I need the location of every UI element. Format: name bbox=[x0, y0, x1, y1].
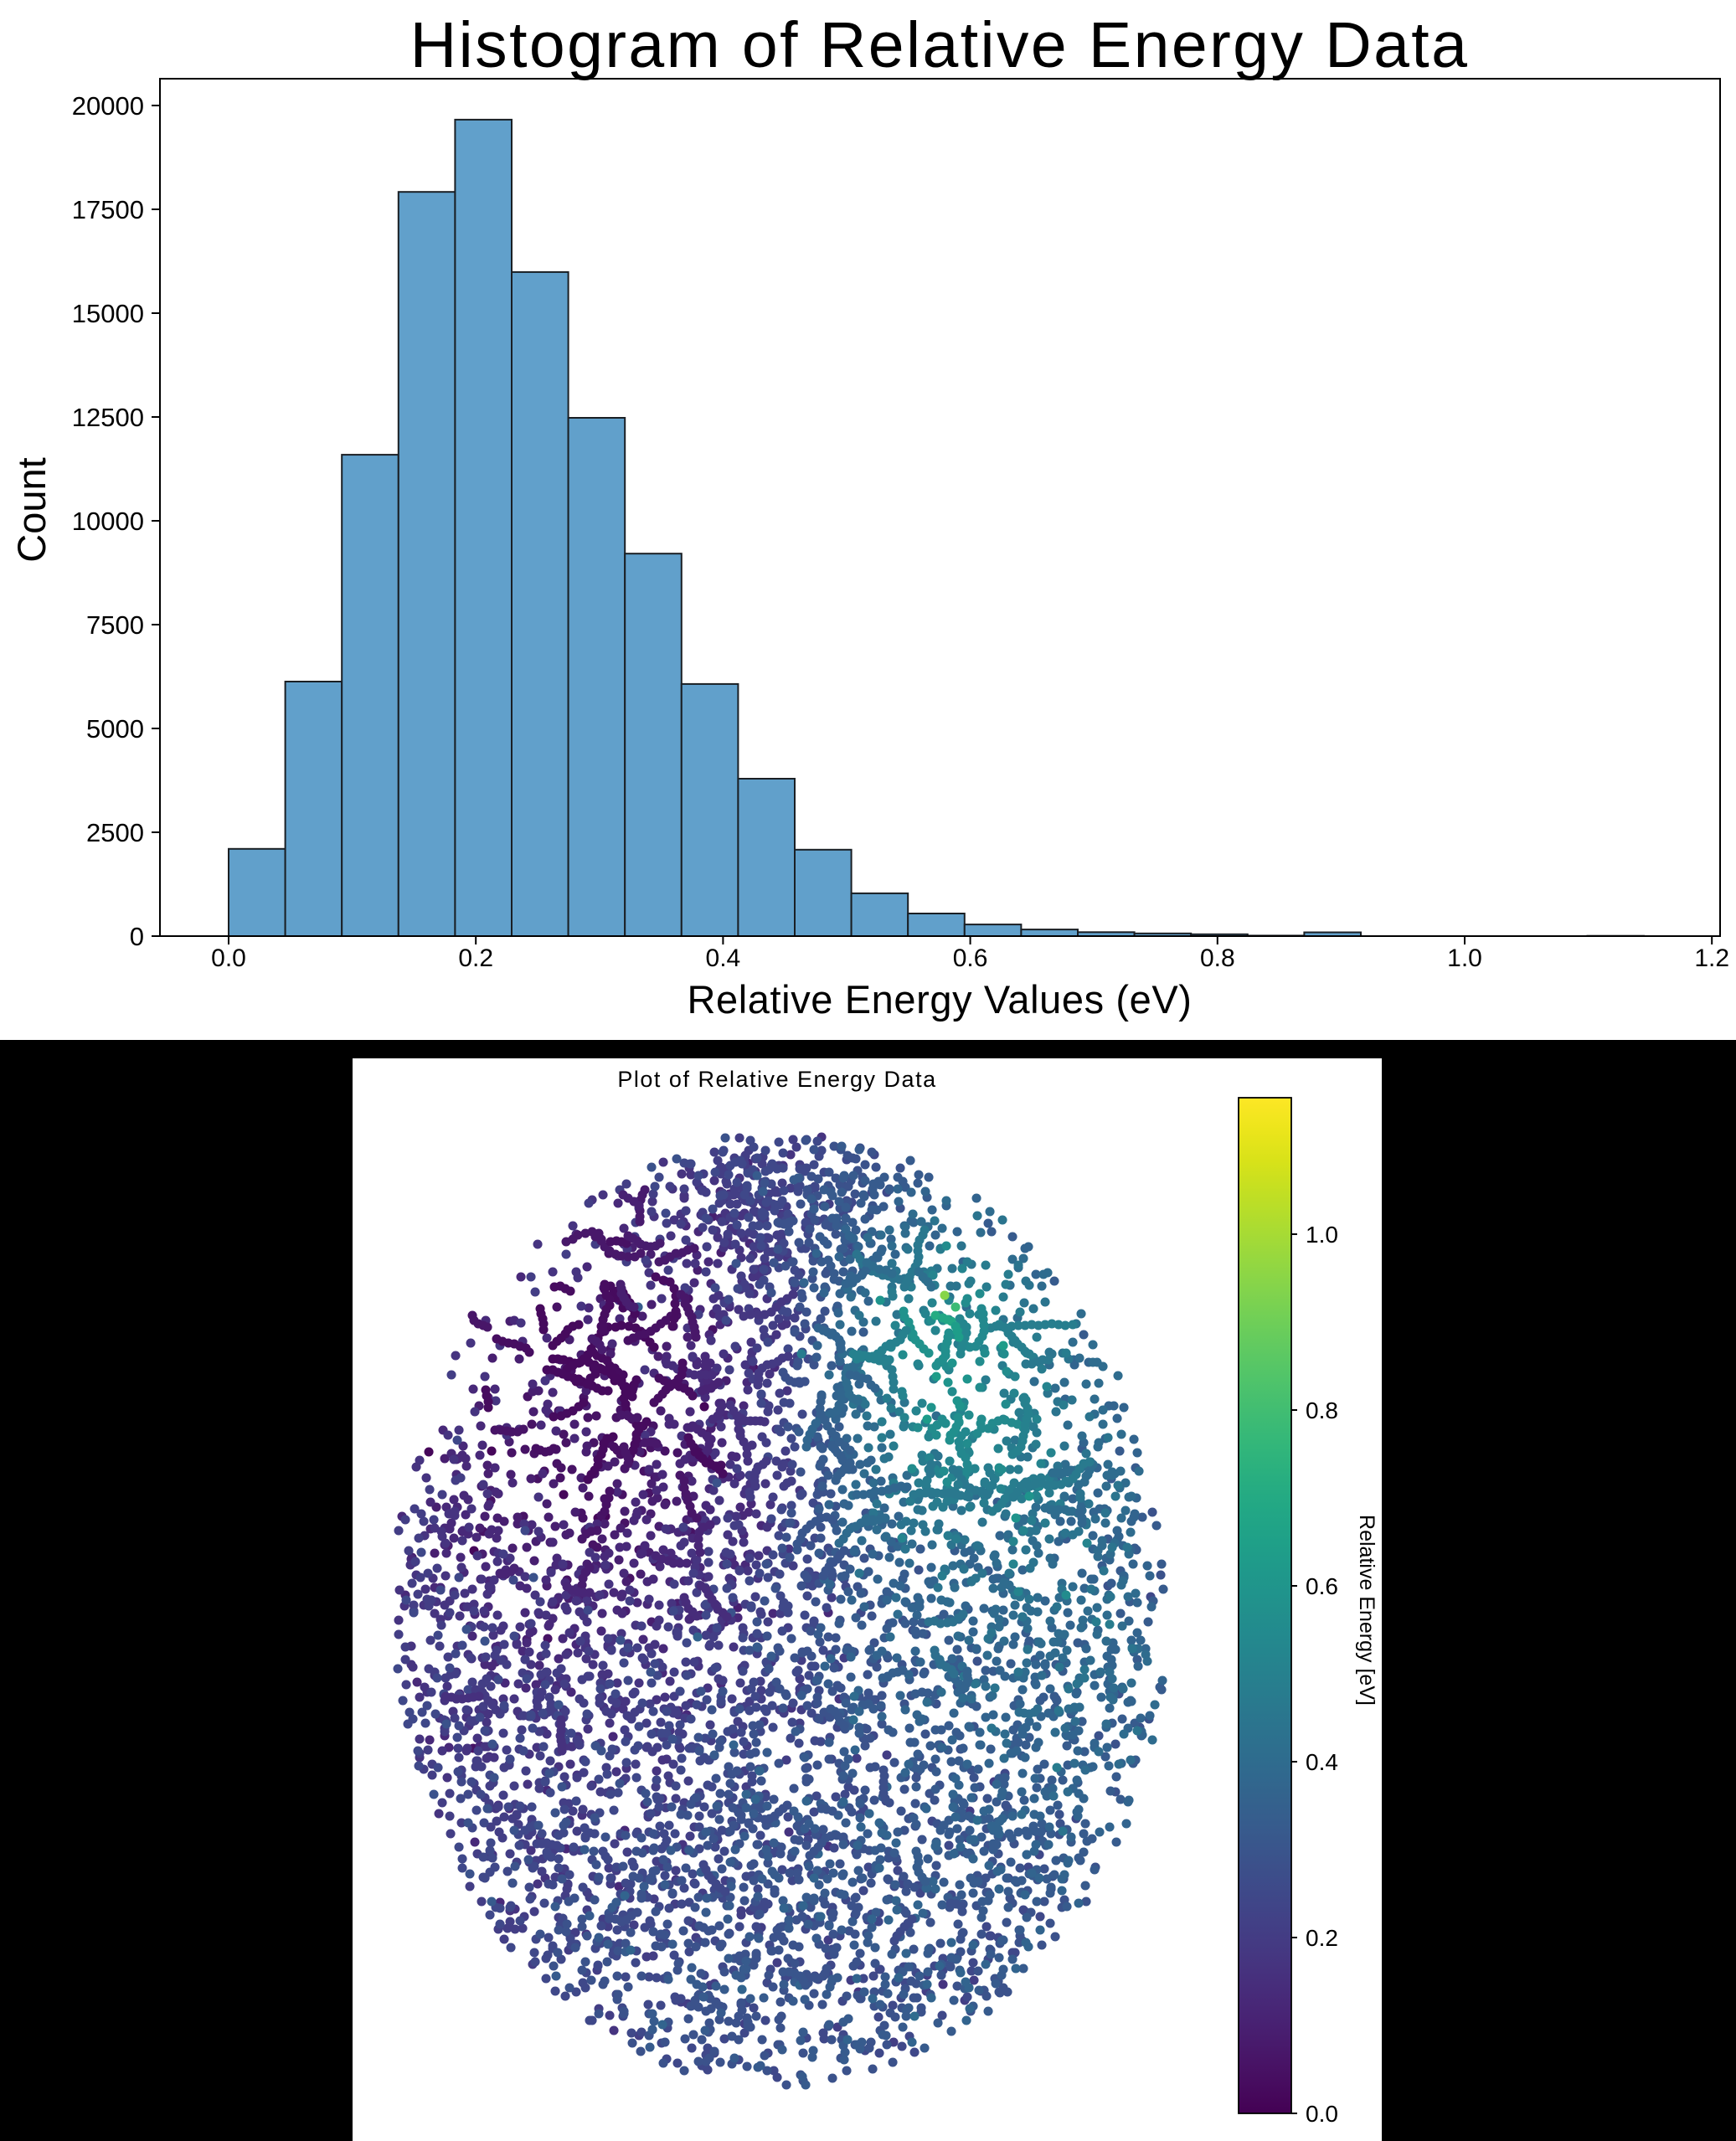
svg-text:17500: 17500 bbox=[72, 195, 144, 224]
svg-text:1.0: 1.0 bbox=[1447, 944, 1482, 972]
svg-text:Relative Energy Values (eV): Relative Energy Values (eV) bbox=[687, 977, 1192, 1022]
svg-text:0.0: 0.0 bbox=[1306, 2101, 1338, 2127]
svg-text:Plot of Relative Energy Data: Plot of Relative Energy Data bbox=[617, 1067, 936, 1092]
svg-text:Relative Energy [eV]: Relative Energy [eV] bbox=[1355, 1515, 1378, 1706]
svg-text:0.6: 0.6 bbox=[1306, 1573, 1338, 1599]
svg-text:0.4: 0.4 bbox=[706, 944, 741, 972]
svg-text:0: 0 bbox=[130, 922, 144, 951]
svg-text:Count: Count bbox=[9, 457, 54, 562]
svg-text:7500: 7500 bbox=[86, 610, 144, 640]
svg-text:0.6: 0.6 bbox=[953, 944, 988, 972]
svg-text:0.4: 0.4 bbox=[1306, 1749, 1338, 1775]
svg-text:20000: 20000 bbox=[72, 91, 144, 121]
svg-text:12500: 12500 bbox=[72, 403, 144, 432]
svg-text:0.0: 0.0 bbox=[211, 944, 246, 972]
svg-text:10000: 10000 bbox=[72, 507, 144, 536]
svg-text:0.8: 0.8 bbox=[1200, 944, 1235, 972]
svg-text:15000: 15000 bbox=[72, 299, 144, 328]
svg-text:1.2: 1.2 bbox=[1694, 944, 1729, 972]
svg-text:0.2: 0.2 bbox=[458, 944, 493, 972]
svg-text:Histogram of Relative Energy D: Histogram of Relative Energy Data bbox=[410, 9, 1470, 81]
svg-text:0.2: 0.2 bbox=[1306, 1925, 1338, 1951]
svg-text:1.0: 1.0 bbox=[1306, 1222, 1338, 1248]
svg-text:5000: 5000 bbox=[86, 714, 144, 744]
svg-text:0.8: 0.8 bbox=[1306, 1397, 1338, 1423]
svg-text:2500: 2500 bbox=[86, 818, 144, 847]
